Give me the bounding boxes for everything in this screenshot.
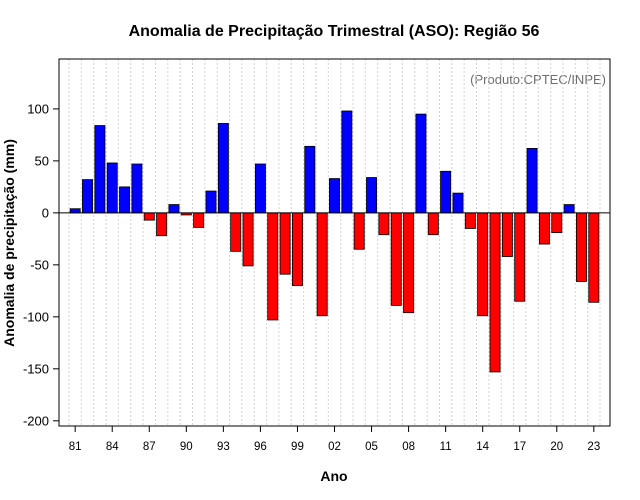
bar-2004 — [353, 212, 365, 250]
bar-2023 — [588, 212, 600, 303]
x-tick-label: 90 — [180, 441, 193, 453]
x-tick-label: 02 — [328, 441, 341, 453]
bar-1982 — [82, 179, 93, 214]
bar-1999 — [291, 212, 303, 287]
y-tick-label: 50 — [35, 153, 49, 168]
bar-1985 — [119, 186, 131, 214]
x-tick-label: 81 — [69, 441, 82, 453]
plot-frame — [58, 58, 611, 427]
bar-1986 — [131, 163, 143, 214]
bar-2022 — [576, 212, 587, 282]
y-axis-title: Anomalia de precipitação (mm) — [1, 139, 17, 347]
gridlines — [68, 59, 601, 426]
bar-2017 — [514, 212, 526, 302]
bar-2006 — [378, 212, 390, 236]
bar-1996 — [254, 163, 266, 214]
bar-1987 — [143, 212, 155, 221]
bar-2015 — [489, 212, 501, 373]
bar-2011 — [440, 170, 452, 214]
x-tick-label: 87 — [143, 441, 156, 453]
bar-2007 — [390, 212, 402, 306]
bar-2010 — [427, 212, 439, 236]
bar-2012 — [452, 192, 464, 214]
bar-2020 — [551, 212, 563, 234]
bar-1988 — [156, 212, 168, 237]
bar-1998 — [279, 212, 291, 275]
bar-1997 — [267, 212, 279, 321]
x-tick-label: 17 — [513, 441, 526, 453]
bar-2000 — [304, 145, 316, 214]
bar-1984 — [106, 162, 118, 214]
x-tick-label: 99 — [291, 441, 304, 453]
y-tick-label: -50 — [30, 257, 49, 272]
x-tick-label: 93 — [217, 441, 230, 453]
bar-2008 — [403, 212, 415, 314]
y-tick-label: -150 — [23, 361, 49, 376]
bar-2016 — [501, 212, 513, 257]
x-axis: 81 84 87 90 93 96 99 02 05 08 11 14 17 20 23 — [69, 426, 600, 453]
bar-1993 — [217, 123, 229, 214]
x-tick-label: 08 — [402, 441, 415, 453]
y-tick-label: 100 — [27, 101, 49, 116]
bar-1989 — [168, 204, 180, 214]
x-axis-title: Ano — [320, 468, 347, 484]
bar-2002 — [329, 178, 340, 214]
y-axis: 100 50 0 -50 -100 -150 -200 — [23, 101, 59, 428]
bar-1992 — [205, 190, 217, 214]
bar-1981 — [69, 208, 81, 214]
bar-1994 — [230, 212, 242, 252]
x-tick-label: 05 — [365, 441, 378, 453]
bar-2018 — [526, 148, 538, 214]
bar-2009 — [415, 113, 427, 214]
bar-2013 — [464, 212, 476, 229]
x-tick-label: 11 — [440, 441, 452, 453]
bar-1991 — [193, 212, 205, 228]
bar-2005 — [366, 177, 378, 214]
y-tick-label: 0 — [42, 205, 49, 220]
chart-title: Anomalia de Precipitação Trimestral (ASO… — [129, 23, 540, 40]
bar-2019 — [538, 212, 550, 245]
x-tick-label: 14 — [476, 441, 489, 453]
y-tick-label: -100 — [23, 309, 49, 324]
bar-2003 — [341, 110, 353, 214]
y-tick-label: -200 — [23, 413, 49, 428]
x-tick-label: 23 — [587, 441, 600, 453]
bar-1995 — [242, 212, 254, 267]
bar-2001 — [316, 212, 328, 317]
bar-2021 — [563, 204, 575, 214]
x-tick-label: 96 — [254, 441, 267, 453]
x-tick-label: 84 — [106, 441, 119, 453]
x-tick-label: 20 — [550, 441, 563, 453]
bar-2014 — [477, 212, 489, 317]
bars — [69, 110, 600, 373]
bar-1983 — [94, 125, 106, 214]
